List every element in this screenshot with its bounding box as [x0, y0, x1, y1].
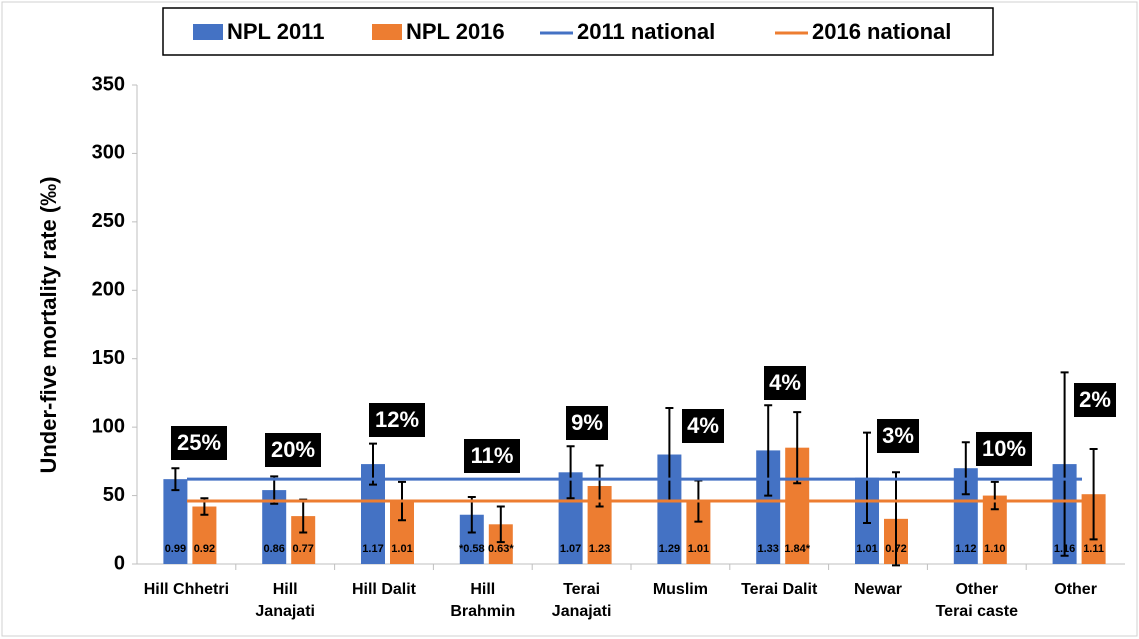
y-tick-label: 150: [92, 347, 125, 369]
annotation: 12%: [375, 407, 419, 432]
error-bar: [171, 467, 180, 492]
ratio-label: *0.58: [459, 543, 485, 555]
annotation-box: [764, 366, 806, 400]
ratio-label: 0.63*: [488, 543, 514, 555]
legend-swatch: [372, 24, 402, 40]
error-bar: [566, 445, 575, 500]
ratio-label: 1.12: [955, 543, 976, 555]
annotation: 11%: [471, 443, 514, 468]
ratio-label: 0.92: [194, 543, 215, 555]
y-axis-label: Under-five mortality rate (‰): [36, 176, 61, 473]
x-tick-label: Hill Dalit: [351, 581, 416, 598]
annotation: 10%: [982, 436, 1026, 461]
annotation-box: [682, 409, 724, 443]
ratio-label: 1.07: [560, 543, 581, 555]
legend-box: [162, 7, 994, 56]
y-tick-label: 250: [92, 210, 125, 232]
annotation-box: [464, 439, 520, 473]
x-tick-label: Newar: [853, 581, 903, 598]
y-tick-label: 350: [92, 73, 125, 95]
ratio-label: 1.01: [688, 543, 709, 555]
annotation: 9%: [571, 410, 603, 435]
legend-swatch: [193, 24, 223, 40]
ratio-label: 0.72: [885, 543, 906, 555]
ratio-label: 1.16: [1054, 543, 1075, 555]
y-tick-label: 200: [92, 279, 125, 301]
legend-label: NPL 2011: [227, 19, 324, 44]
ratio-label: 1.84*: [784, 543, 810, 555]
annotation: 3%: [882, 423, 914, 448]
annotation-box: [1074, 383, 1116, 417]
ratio-label: 1.33: [757, 543, 778, 555]
ratio-label: 0.77: [292, 543, 313, 555]
error-bar: [1089, 448, 1098, 541]
error-bar: [1060, 371, 1069, 557]
x-tick-label: Hill Brahmin: [450, 581, 516, 620]
error-bar: [496, 505, 505, 544]
ratio-label: 1.17: [362, 543, 383, 555]
annotation-box: [171, 426, 227, 460]
ratio-label: 0.86: [263, 543, 284, 555]
annotation: 20%: [271, 437, 315, 462]
x-tick-label: Terai Janajati: [551, 581, 612, 620]
x-tick-label: Muslim: [652, 581, 708, 598]
annotation-box: [369, 403, 425, 437]
legend-label: NPL 2016: [406, 19, 505, 44]
x-tick-label: Hill Chhetri: [143, 581, 230, 598]
ratio-label: 1.01: [391, 543, 412, 555]
x-tick-label: Other Terai caste: [935, 581, 1018, 620]
error-bar: [467, 495, 476, 534]
error-bar: [892, 471, 900, 567]
bar: [163, 479, 188, 564]
annotation-box: [877, 419, 919, 453]
error-bar: [270, 475, 279, 505]
annotation: 4%: [769, 370, 801, 395]
annotation-box: [566, 406, 608, 440]
x-tick-label: Other: [1054, 581, 1097, 598]
legend-label: 2011 national: [577, 19, 715, 44]
annotation-box: [976, 432, 1032, 466]
bar: [192, 506, 217, 564]
x-tick-label: Terai Dalit: [741, 581, 818, 598]
error-bar: [990, 480, 999, 511]
ratio-label: 1.01: [856, 543, 877, 555]
y-tick-label: 50: [103, 484, 125, 506]
ratio-label: 1.29: [659, 543, 680, 555]
y-tick-label: 300: [92, 142, 125, 164]
legend-label: 2016 national: [812, 19, 951, 44]
ratio-label: 1.10: [984, 543, 1005, 555]
annotation: 4%: [687, 413, 719, 438]
x-tick-label: Hill Janajati: [255, 581, 315, 620]
annotation: 25%: [177, 430, 221, 455]
ratio-label: 1.23: [589, 543, 610, 555]
ratio-label: 1.11: [1083, 543, 1104, 555]
annotation-box: [265, 433, 321, 467]
ratio-label: 0.99: [165, 543, 186, 555]
y-tick-label: 100: [92, 415, 125, 437]
y-tick-label: 0: [114, 552, 125, 574]
error-bar: [961, 441, 970, 496]
error-bar: [793, 411, 802, 485]
annotation: 2%: [1079, 387, 1111, 412]
